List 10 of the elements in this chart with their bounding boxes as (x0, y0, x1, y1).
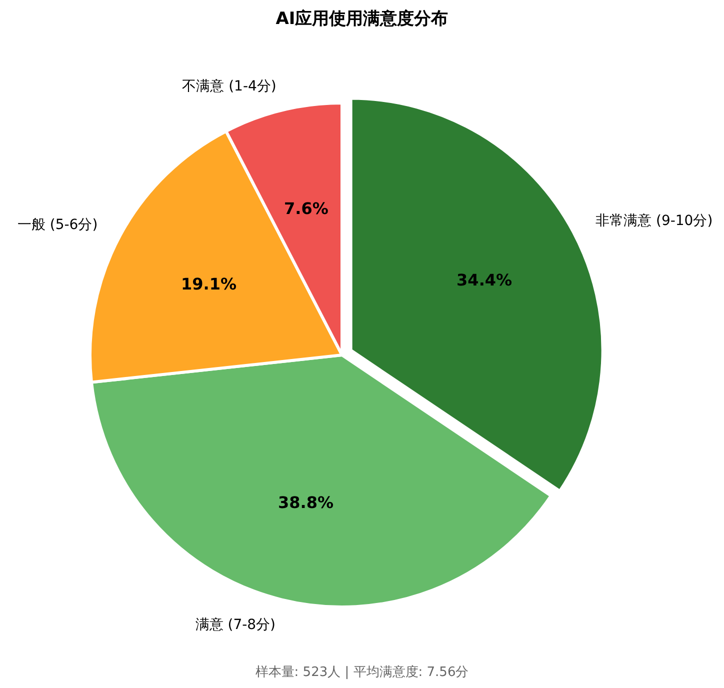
data-label: 7.6% (284, 199, 328, 218)
chart-title: AI应用使用满意度分布 (276, 9, 448, 29)
data-label: 19.1% (180, 274, 236, 294)
slice-label: 一般 (5-6分) (17, 217, 98, 234)
text: 样本量: 523人 | 平均满意度: 7.56分 (255, 664, 469, 680)
data-label: 38.8% (278, 492, 334, 512)
slice-label: 满意 (7-8分) (195, 617, 276, 634)
data-label: 34.4% (456, 270, 512, 290)
slice-label: 非常满意 (9-10分) (596, 213, 713, 230)
slice-label: 不满意 (1-4分) (182, 78, 276, 95)
